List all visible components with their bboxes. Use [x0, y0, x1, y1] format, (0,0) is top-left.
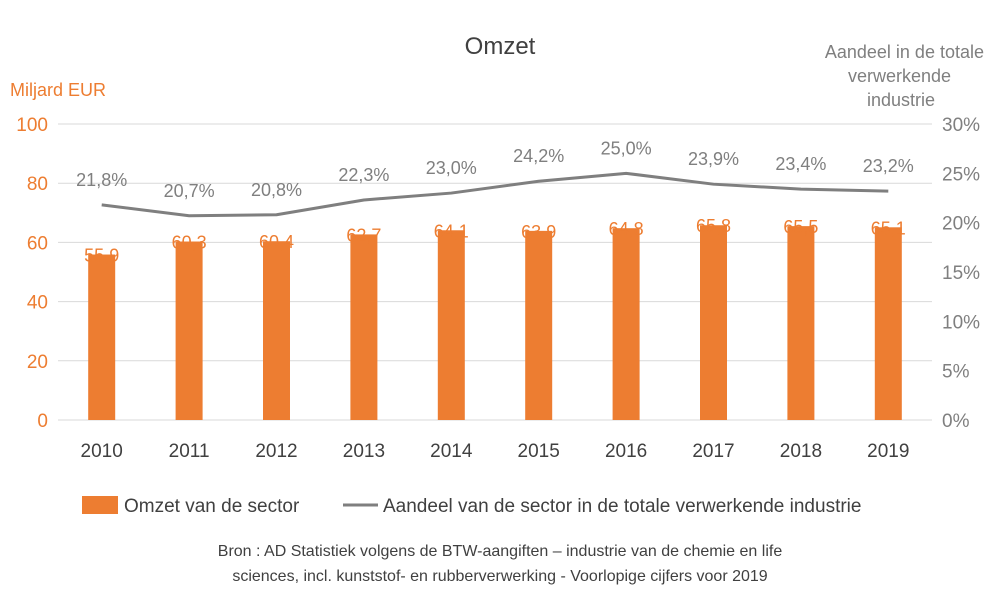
x-tick-label: 2013: [343, 441, 385, 462]
right-tick-label: 30%: [942, 115, 980, 136]
legend: Omzet van de sector Aandeel van de secto…: [82, 496, 861, 517]
left-tick-label: 100: [16, 115, 48, 136]
chart-title: Omzet: [465, 33, 536, 60]
bar-value-label: 62,7: [346, 225, 381, 245]
bar-value-label: 55,9: [84, 246, 119, 266]
plot-area: 0 20 40 60 80 100 0% 5% 10% 15% 20% 25% 30% 2010 2011 2…: [16, 115, 980, 462]
right-tick-label: 0%: [942, 411, 970, 432]
left-tick-label: 0: [37, 411, 48, 432]
bar-value-label: 63,9: [521, 222, 556, 242]
legend-label-line: Aandeel van de sector in de totale verwe…: [383, 496, 861, 517]
right-tick-label: 15%: [942, 263, 980, 284]
legend-label-bar: Omzet van de sector: [124, 496, 300, 517]
right-tick-label: 20%: [942, 214, 980, 235]
right-axis-label-line-3: industrie: [867, 90, 935, 110]
line-value-label: 20,8%: [251, 180, 302, 200]
line-value-label: 20,7%: [164, 181, 215, 201]
x-tick-label: 2016: [605, 441, 647, 462]
left-tick-label: 80: [27, 174, 48, 195]
x-tick-label: 2014: [430, 441, 473, 462]
line-value-label: 23,9%: [688, 149, 739, 169]
bar-value-label: 64,1: [434, 221, 469, 241]
x-tick-label: 2011: [169, 441, 210, 462]
right-tick-label: 25%: [942, 164, 980, 185]
x-tick-label: 2018: [780, 441, 822, 462]
x-tick-label: 2015: [518, 441, 560, 462]
right-axis-label-line-2: verwerkende: [848, 66, 951, 86]
right-tick-label: 10%: [942, 312, 980, 333]
left-tick-label: 20: [27, 352, 48, 373]
x-tick-label: 2017: [692, 441, 734, 462]
bar: [787, 226, 815, 420]
bar-value-label: 65,8: [696, 216, 731, 236]
left-axis-label: Miljard EUR: [10, 80, 106, 100]
line-value-label: 24,2%: [513, 146, 564, 166]
bar-value-label: 60,4: [259, 232, 294, 252]
right-axis-label-line-1: Aandeel in de totale: [825, 42, 984, 62]
bar-value-label: 64,8: [609, 219, 644, 239]
source-note-line-1: Bron : AD Statistiek volgens de BTW-aang…: [218, 543, 783, 560]
left-tick-label: 40: [27, 293, 48, 314]
bar: [175, 241, 203, 420]
source-note-line-2: sciences, incl. kunststof- en rubberverw…: [232, 568, 767, 585]
bar: [700, 225, 727, 420]
line-value-label: 23,4%: [775, 154, 826, 174]
line-value-label: 23,0%: [426, 158, 477, 178]
right-tick-label: 5%: [942, 362, 970, 383]
line-value-label: 22,3%: [338, 165, 389, 185]
bar: [612, 228, 640, 420]
bar: [874, 227, 902, 420]
share-line: [101, 171, 889, 218]
legend-swatch-bar: [82, 496, 118, 514]
x-tick-label: 2019: [867, 441, 909, 462]
bar: [437, 230, 465, 420]
bar-value-label: 60,3: [172, 233, 207, 253]
line-value-label: 21,8%: [76, 170, 127, 190]
bar: [350, 234, 378, 420]
bar-value-label: 65,1: [871, 218, 906, 238]
line-value-label: 25,0%: [601, 138, 652, 158]
x-tick-label: 2012: [255, 441, 297, 462]
bar: [525, 230, 553, 420]
bar-value-label: 65,5: [783, 217, 818, 237]
bar: [263, 241, 290, 420]
left-tick-label: 60: [27, 233, 48, 254]
bar: [88, 254, 116, 420]
x-tick-label: 2010: [81, 441, 123, 462]
line-value-label: 23,2%: [863, 156, 914, 176]
